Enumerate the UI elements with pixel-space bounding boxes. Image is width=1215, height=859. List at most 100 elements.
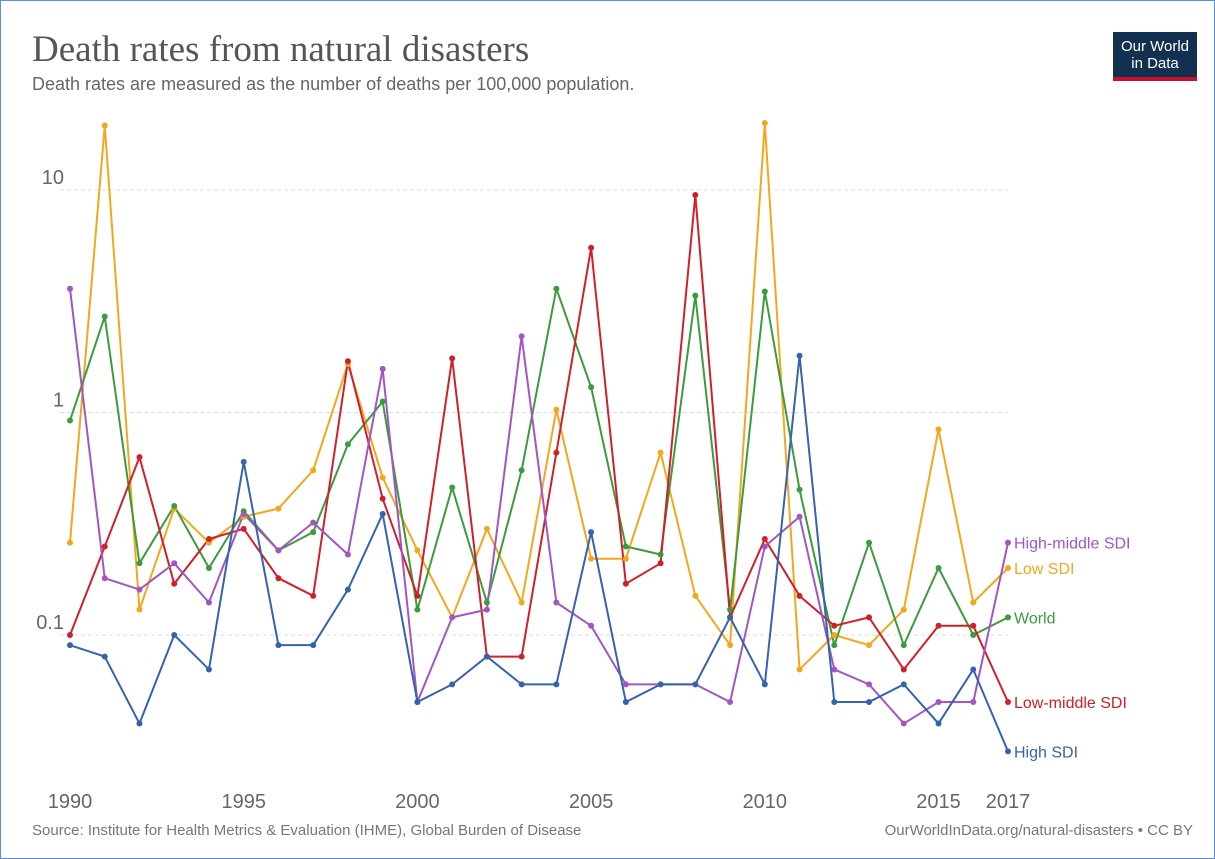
data-point-low-sdi-2006 <box>622 555 629 562</box>
data-point-low-middle-sdi-2001 <box>449 355 456 362</box>
chart-title: Death rates from natural disasters <box>32 29 530 70</box>
x-tick-label-2010: 2010 <box>743 791 788 813</box>
data-point-low-sdi-2005 <box>588 555 595 562</box>
series-label-world: World <box>1014 610 1056 627</box>
y-tick-label-0.1: 0.1 <box>36 612 64 634</box>
data-point-low-sdi-2009 <box>727 642 734 649</box>
data-point-low-sdi-2015 <box>935 426 942 433</box>
data-point-high-middle-sdi-2006 <box>622 681 629 688</box>
data-point-high-sdi-2011 <box>796 352 803 359</box>
data-point-world-2008 <box>692 292 699 299</box>
data-point-high-sdi-2000 <box>414 698 421 705</box>
data-point-high-middle-sdi-2004 <box>553 599 560 606</box>
data-point-world-1998 <box>344 441 351 448</box>
data-point-world-2004 <box>553 285 560 292</box>
credit-link[interactable]: OurWorldInData.org/natural-disasters • C… <box>884 822 1193 839</box>
data-point-world-1994 <box>205 565 212 572</box>
data-point-high-middle-sdi-1993 <box>171 560 178 567</box>
data-point-low-middle-sdi-2000 <box>414 592 421 599</box>
data-point-low-sdi-2014 <box>900 606 907 613</box>
data-point-high-sdi-1997 <box>310 642 317 649</box>
data-point-high-sdi-2010 <box>761 681 768 688</box>
data-point-low-sdi-1992 <box>136 606 143 613</box>
x-tick-label-2017: 2017 <box>986 791 1031 813</box>
data-point-high-middle-sdi-1990 <box>67 285 73 292</box>
data-point-high-sdi-2013 <box>866 698 873 705</box>
data-point-world-2007 <box>657 551 664 558</box>
data-point-low-middle-sdi-1998 <box>344 358 351 365</box>
data-point-low-sdi-2013 <box>866 642 873 649</box>
data-point-high-middle-sdi-2005 <box>588 622 595 629</box>
series-label-high-sdi: High SDI <box>1014 744 1078 761</box>
data-point-low-middle-sdi-2014 <box>900 666 907 673</box>
x-tick-label-1990: 1990 <box>48 791 93 813</box>
data-point-high-middle-sdi-2009 <box>727 698 734 705</box>
x-tick-label-1995: 1995 <box>221 791 266 813</box>
data-point-world-2015 <box>935 565 942 572</box>
data-point-high-sdi-2009 <box>727 614 734 621</box>
data-point-low-middle-sdi-2010 <box>761 536 768 543</box>
series-line-low-sdi <box>69 122 1009 671</box>
data-point-low-middle-sdi-2015 <box>935 622 942 629</box>
data-point-world-2017 <box>1005 614 1011 621</box>
data-point-world-2006 <box>622 543 629 550</box>
data-point-low-middle-sdi-1993 <box>171 580 178 587</box>
data-point-world-2013 <box>866 539 873 546</box>
series-label-low-sdi: Low SDI <box>1014 561 1074 578</box>
data-point-low-middle-sdi-1990 <box>67 632 73 638</box>
data-point-high-middle-sdi-2016 <box>970 698 977 705</box>
data-point-low-middle-sdi-1994 <box>205 536 212 543</box>
logo-line-2: in Data <box>1131 55 1179 72</box>
data-point-high-sdi-2014 <box>900 681 907 688</box>
data-point-high-middle-sdi-1999 <box>379 365 386 372</box>
data-point-world-2002 <box>483 599 490 606</box>
grid-lines <box>60 189 1008 636</box>
data-point-low-sdi-2011 <box>796 666 803 673</box>
x-tick-label-2015: 2015 <box>916 791 961 813</box>
data-point-low-middle-sdi-1992 <box>136 454 143 461</box>
data-point-high-middle-sdi-2001 <box>449 614 456 621</box>
data-point-low-sdi-2007 <box>657 449 664 456</box>
data-point-low-sdi-2012 <box>831 632 838 638</box>
data-point-high-middle-sdi-2014 <box>900 720 907 727</box>
y-tick-label-10: 10 <box>42 167 64 189</box>
data-point-high-sdi-2003 <box>518 681 525 688</box>
data-point-world-2014 <box>900 642 907 649</box>
data-point-high-sdi-2001 <box>449 681 456 688</box>
data-point-world-1991 <box>101 313 108 320</box>
data-point-low-sdi-2016 <box>970 599 977 606</box>
data-point-low-middle-sdi-1999 <box>379 495 386 502</box>
data-point-high-sdi-1992 <box>136 720 143 727</box>
data-point-world-1992 <box>136 560 143 567</box>
data-point-high-middle-sdi-2015 <box>935 698 942 705</box>
data-point-high-sdi-2005 <box>588 529 595 536</box>
data-point-world-2010 <box>761 288 768 295</box>
data-point-low-middle-sdi-1995 <box>240 525 247 532</box>
data-point-high-sdi-1998 <box>344 586 351 593</box>
x-tick-label-2000: 2000 <box>395 791 440 813</box>
data-point-high-sdi-1995 <box>240 458 247 465</box>
data-point-low-middle-sdi-2012 <box>831 622 838 629</box>
data-point-high-sdi-2012 <box>831 698 838 705</box>
data-point-low-middle-sdi-2008 <box>692 191 699 198</box>
data-point-high-middle-sdi-2003 <box>518 333 525 340</box>
data-point-low-middle-sdi-2017 <box>1005 698 1011 705</box>
data-point-world-2000 <box>414 606 421 613</box>
data-point-high-sdi-2017 <box>1005 748 1011 755</box>
data-point-high-sdi-2008 <box>692 681 699 688</box>
data-point-high-middle-sdi-1994 <box>205 599 212 606</box>
series-label-low-middle-sdi: Low-middle SDI <box>1014 695 1127 712</box>
data-point-low-middle-sdi-2003 <box>518 653 525 660</box>
axis-labels: 0.1 1 10 1990 1995 2000 2005 2010 2015 2017 <box>36 167 1030 813</box>
series-points <box>67 120 1011 755</box>
chart-subtitle: Death rates are measured as the number o… <box>32 74 635 94</box>
data-point-low-sdi-2003 <box>518 599 525 606</box>
data-point-world-2016 <box>970 632 977 638</box>
data-point-high-middle-sdi-1991 <box>101 575 108 582</box>
data-point-high-sdi-2007 <box>657 681 664 688</box>
data-point-high-sdi-1996 <box>275 642 282 649</box>
owid-logo[interactable]: Our World in Data <box>1113 32 1197 81</box>
data-point-high-sdi-1999 <box>379 510 386 517</box>
data-point-high-sdi-2004 <box>553 681 560 688</box>
x-tick-label-2005: 2005 <box>569 791 614 813</box>
